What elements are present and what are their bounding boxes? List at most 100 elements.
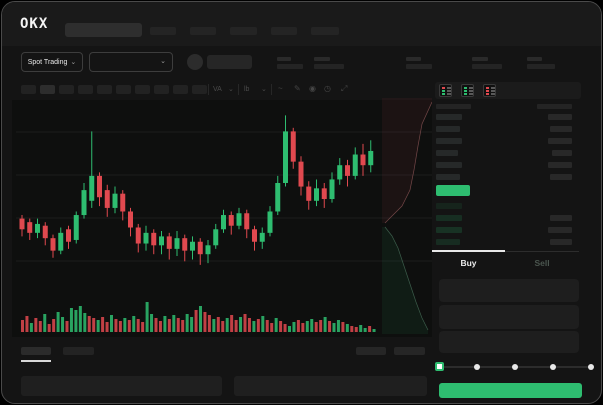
top-navigation-bar: OKX (2, 2, 601, 46)
timeframe-button[interactable] (21, 85, 36, 94)
bid-price-row[interactable] (436, 239, 460, 245)
timeframe-button[interactable] (135, 85, 150, 94)
bid-price-row[interactable] (436, 215, 462, 221)
orderbook-toolbar (435, 82, 581, 99)
icon-bar (447, 90, 451, 92)
ask-price-row[interactable] (436, 150, 458, 156)
icon-bar (491, 90, 495, 92)
nav-skeleton-item[interactable] (271, 27, 297, 35)
orderbook-col-header (537, 104, 572, 109)
bottom-action-pill[interactable] (394, 347, 425, 355)
depth-chart (382, 98, 432, 334)
toolbar-divider (208, 84, 209, 95)
icon-bar (447, 93, 451, 95)
price-placeholder (207, 55, 252, 69)
trade-tabs-divider (432, 250, 579, 252)
amount-slider-handle[interactable] (435, 362, 444, 371)
bottom-action-pill[interactable] (356, 347, 386, 355)
timeframe-button[interactable] (154, 85, 169, 94)
bid-amount (550, 215, 572, 221)
tab-sell[interactable]: Sell (534, 258, 550, 268)
spot-trading-label: Spot Trading (27, 58, 68, 66)
okx-logo: OKX (20, 16, 49, 32)
icon-bar (469, 93, 473, 95)
bottom-panel (21, 376, 222, 396)
fullscreen-icon[interactable]: ⤢ (341, 84, 348, 93)
last-price-highlight[interactable] (436, 185, 470, 196)
nav-skeleton-item[interactable] (150, 27, 176, 35)
slider-stop-dot[interactable] (588, 364, 594, 370)
draw-tool-icon[interactable]: ✎ (294, 84, 301, 93)
slider-stop-dot[interactable] (550, 364, 556, 370)
order-input-field[interactable] (439, 331, 579, 353)
order-input-field[interactable] (439, 279, 579, 302)
ask-amount (548, 114, 572, 120)
icon-bar (442, 87, 445, 89)
bottom-panel (234, 376, 427, 396)
indicator-dropdown[interactable]: VA (213, 86, 222, 93)
slider-stop-dot[interactable] (512, 364, 518, 370)
nav-skeleton-item[interactable] (311, 27, 339, 35)
bid-amount (550, 239, 572, 245)
nav-skeleton-item[interactable] (190, 27, 216, 35)
icon-bar (486, 90, 489, 92)
spot-trading-dropdown[interactable]: Spot Trading ⌄ (21, 52, 83, 72)
ask-price-row[interactable] (436, 138, 462, 144)
chevron-down-icon[interactable]: ⌄ (228, 86, 234, 93)
toolbar-divider (238, 84, 239, 95)
chevron-down-icon[interactable]: ⌄ (261, 86, 267, 93)
book-combined-icon[interactable] (439, 84, 452, 97)
timeframe-button[interactable] (173, 85, 188, 94)
search-input[interactable] (65, 23, 142, 37)
timeframe-button[interactable] (97, 85, 112, 94)
icon-bar (464, 93, 467, 95)
icon-bar (469, 90, 473, 92)
bottom-tab[interactable] (63, 347, 94, 355)
chevron-down-icon: ⌄ (70, 58, 77, 66)
camera-icon[interactable]: ◉ (309, 84, 316, 93)
bid-price-row[interactable] (436, 227, 462, 233)
orderbook-col-header (436, 104, 471, 109)
timeframe-button[interactable] (59, 85, 74, 94)
ask-price-row[interactable] (436, 126, 460, 132)
ask-price-row[interactable] (436, 162, 462, 168)
clock-icon[interactable]: ◷ (324, 84, 331, 93)
ask-price-row[interactable] (436, 114, 462, 120)
stat-value-placeholder (277, 64, 303, 69)
timeframe-button[interactable] (40, 85, 55, 94)
active-tab-underline (21, 360, 51, 362)
icon-bar (491, 87, 495, 89)
icon-bar (464, 87, 467, 89)
line-chart-icon[interactable]: ~ (278, 84, 283, 93)
book-asks-only-icon[interactable] (483, 84, 496, 97)
active-tab-indicator (432, 250, 505, 252)
candlestick-chart[interactable] (16, 102, 432, 337)
icon-bar (464, 90, 467, 92)
timeframe-button[interactable] (192, 85, 207, 94)
icon-bar (447, 87, 451, 89)
toolbar-divider (271, 84, 272, 95)
pair-selector-dropdown[interactable]: ⌄ (89, 52, 173, 72)
icon-bar (486, 87, 489, 89)
stat-value-placeholder (314, 64, 344, 69)
tab-buy[interactable]: Buy (460, 258, 477, 268)
nav-skeleton-item[interactable] (230, 27, 257, 35)
timeframe-button[interactable] (78, 85, 93, 94)
chevron-down-icon: ⌄ (160, 58, 166, 65)
candle-style-dropdown[interactable]: lb (244, 86, 250, 93)
icon-bar (486, 93, 489, 95)
book-bids-only-icon[interactable] (461, 84, 474, 97)
volume-histogram (21, 302, 376, 332)
token-avatar (187, 54, 203, 70)
order-input-field[interactable] (439, 305, 579, 329)
slider-stop-dot[interactable] (474, 364, 480, 370)
stat-label-placeholder (314, 57, 330, 61)
bid-price-row[interactable] (436, 203, 462, 209)
ask-price-row[interactable] (436, 174, 460, 180)
stat-label-placeholder (527, 57, 542, 61)
icon-bar (491, 93, 495, 95)
bottom-tab[interactable] (21, 347, 51, 355)
timeframe-button[interactable] (116, 85, 131, 94)
buy-submit-button[interactable] (439, 383, 582, 398)
